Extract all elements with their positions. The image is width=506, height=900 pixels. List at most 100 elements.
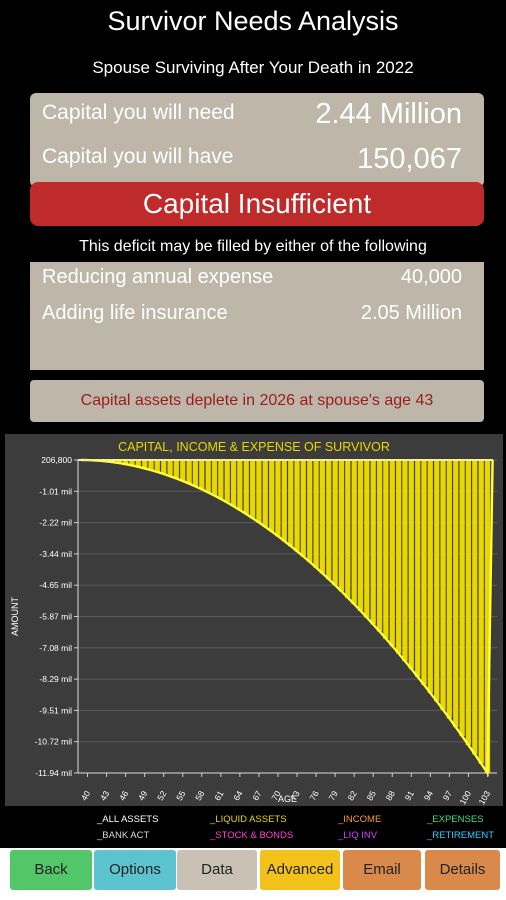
x-tick-label: 49 <box>136 789 150 802</box>
x-tick-label: 85 <box>365 789 379 802</box>
life-insurance-label: Adding life insurance <box>42 302 228 324</box>
capital-need-value: 2.44 Million <box>315 98 462 130</box>
bar-liquid-assets <box>376 459 383 632</box>
legend-stock-bonds: _STOCK & BONDS <box>210 830 294 841</box>
bar-liquid-assets <box>465 459 472 746</box>
reduce-expense-label: Reducing annual expense <box>42 266 274 288</box>
x-tick-label: 67 <box>250 789 264 802</box>
x-tick-label: 88 <box>384 789 398 802</box>
bar-liquid-assets <box>186 459 192 484</box>
bar-liquid-assets <box>370 459 376 625</box>
legend-liq-inv: _LIQ INV <box>338 830 378 841</box>
bar-liquid-assets <box>313 459 319 568</box>
bar-liquid-assets <box>192 459 199 487</box>
bar-liquid-assets <box>256 459 262 523</box>
bar-liquid-assets <box>421 459 427 685</box>
bar-liquid-assets <box>338 459 345 592</box>
legend-income: _INCOME <box>338 814 382 825</box>
bar-liquid-assets <box>446 459 453 719</box>
series-line-all-assets <box>81 458 494 777</box>
legend-liquid-assets: _LIQUID ASSETS <box>210 814 287 825</box>
data-button[interactable]: Data <box>177 850 257 890</box>
bar-liquid-assets <box>154 459 161 473</box>
bar-liquid-assets <box>440 459 446 710</box>
x-axis-label: AGE <box>278 794 297 804</box>
y-axis-label: AMOUNT <box>10 597 20 636</box>
x-tick-label: 100 <box>457 789 473 806</box>
bar-liquid-assets <box>211 459 218 496</box>
y-tick-label: -5.87 mil <box>39 612 72 622</box>
capital-chart: CAPITAL, INCOME & EXPENSE OF SURVIVOR 206… <box>5 434 503 806</box>
x-tick-label: 61 <box>212 789 226 802</box>
email-button[interactable]: Email <box>343 850 421 890</box>
advanced-button[interactable]: Advanced <box>260 850 340 890</box>
capital-summary-panel: Capital you will need 2.44 Million Capit… <box>30 93 484 187</box>
x-tick-label: 58 <box>193 789 207 802</box>
bar-liquid-assets <box>167 459 173 477</box>
x-tick-label: 40 <box>79 789 93 802</box>
x-tick-label: 79 <box>326 789 340 802</box>
x-tick-label: 76 <box>307 789 321 802</box>
life-insurance-value: 2.05 Million <box>360 302 462 324</box>
bar-liquid-assets <box>249 459 256 519</box>
x-tick-label: 97 <box>441 789 455 802</box>
bar-liquid-assets <box>414 459 421 677</box>
bar-liquid-assets <box>326 459 332 580</box>
bar-liquid-assets <box>332 459 338 586</box>
bar-liquid-assets <box>173 459 180 479</box>
y-tick-label: -1.01 mil <box>39 486 72 496</box>
deficit-options-panel: Reducing annual expense 40,000 Adding li… <box>30 262 484 370</box>
page-title: Survivor Needs Analysis <box>107 6 399 36</box>
y-tick-label: -3.44 mil <box>39 549 72 559</box>
bar-liquid-assets <box>478 459 484 764</box>
bar-liquid-assets <box>218 459 224 500</box>
bar-liquid-assets <box>472 459 478 755</box>
capital-status-banner: Capital Insufficient <box>30 182 484 226</box>
bar-liquid-assets <box>307 459 313 563</box>
bar-liquid-assets <box>268 459 275 532</box>
options-button[interactable]: Options <box>94 850 176 890</box>
x-tick-label: 52 <box>155 789 169 802</box>
legend-all-assets: _ALL ASSETS <box>97 814 159 825</box>
back-button[interactable]: Back <box>10 850 92 890</box>
bar-liquid-assets <box>199 459 205 490</box>
y-tick-label: -11.94 mil <box>35 768 72 778</box>
x-tick-label: 73 <box>288 789 302 802</box>
bar-liquid-assets <box>383 459 389 639</box>
depletion-message: Capital assets deplete in 2026 at spouse… <box>30 380 484 422</box>
y-tick-label: 206,800 <box>41 455 72 465</box>
bar-liquid-assets <box>281 459 288 542</box>
bar-liquid-assets <box>408 459 414 669</box>
bar-liquid-assets <box>395 459 402 654</box>
capital-have-value: 150,067 <box>357 143 462 175</box>
capital-need-label: Capital you will need <box>42 101 235 124</box>
bar-liquid-assets <box>275 459 281 537</box>
x-tick-label: 103 <box>476 789 492 806</box>
bar-liquid-assets <box>262 459 268 528</box>
bar-liquid-assets <box>300 459 307 557</box>
details-button[interactable]: Details <box>425 850 500 890</box>
bar-liquid-assets <box>319 459 326 574</box>
bar-liquid-assets <box>364 459 370 618</box>
legend-bank-act: _BANK ACT <box>97 830 150 841</box>
y-tick-label: -9.51 mil <box>39 705 72 715</box>
y-tick-label: -4.65 mil <box>39 580 72 590</box>
bar-liquid-assets <box>230 459 237 507</box>
y-tick-label: -8.29 mil <box>39 674 72 684</box>
bar-liquid-assets <box>224 459 230 503</box>
bar-liquid-assets <box>243 459 249 515</box>
legend-expenses: _EXPENSES <box>427 814 484 825</box>
x-tick-label: 91 <box>403 789 417 802</box>
bar-liquid-assets <box>180 459 186 482</box>
bar-liquid-assets <box>237 459 243 511</box>
chart-legend: _ALL ASSETS _LIQUID ASSETS _INCOME _EXPE… <box>5 808 503 846</box>
bar-liquid-assets <box>205 459 211 493</box>
bar-liquid-assets <box>389 459 395 647</box>
chart-svg: CAPITAL, INCOME & EXPENSE OF SURVIVOR 206… <box>10 440 497 806</box>
bar-liquid-assets <box>427 459 434 694</box>
x-tick-label: 94 <box>422 789 436 802</box>
y-tick-label: -2.22 mil <box>39 518 72 528</box>
bar-liquid-assets <box>351 459 357 605</box>
page-subtitle: Spouse Surviving After Your Death in 202… <box>92 58 414 77</box>
bar-liquid-assets <box>459 459 465 737</box>
